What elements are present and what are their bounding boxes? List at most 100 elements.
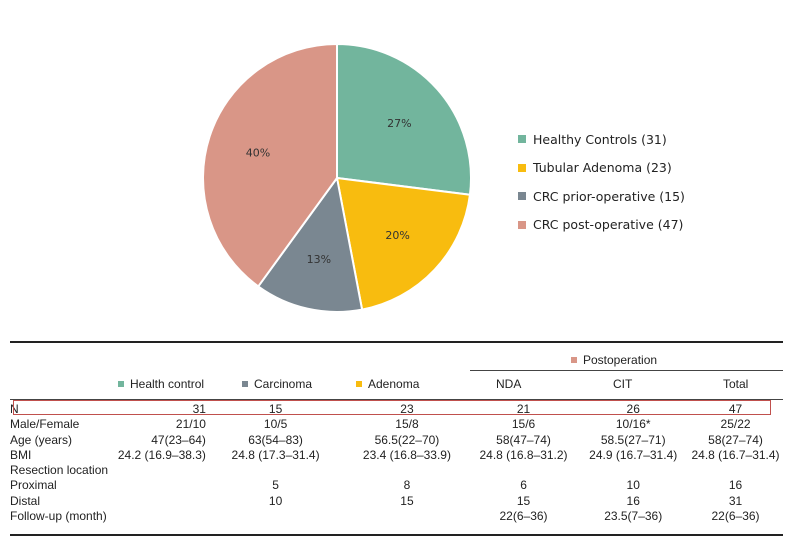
row-label: Follow-up (month) (10, 509, 107, 524)
table-cell: 63(54–83) (248, 432, 303, 447)
table-cell (118, 478, 206, 493)
table-cell: 8 (403, 478, 411, 493)
slice-tubular-adenoma (335, 176, 472, 311)
col-header-carcinoma: Carcinoma (242, 377, 312, 391)
table-cell: 31 (728, 493, 743, 508)
row-label: N (10, 402, 19, 416)
table-cell: 56.5(22–70) (374, 432, 440, 447)
table-cell: 6 (520, 478, 527, 493)
highlight-box-n-row (13, 400, 771, 415)
table-row: Follow-up (month) 22(6–36) 23.5(7–36) 22(6–… (10, 509, 783, 524)
legend-swatch (518, 192, 526, 201)
row-label: Distal (10, 493, 41, 508)
table-cell: 31 (192, 402, 206, 416)
postoperation-header: Postoperation (571, 353, 657, 367)
table-cell (118, 509, 206, 524)
table-cell (469, 463, 579, 478)
header-rule (10, 399, 783, 400)
table-cell: 24.8 (17.3–31.4) (231, 447, 320, 462)
table-cell: 10 (626, 478, 640, 493)
legend-label: CRC post-operative (47) (533, 217, 684, 233)
table-cell: 47 (728, 402, 743, 416)
table-cell: 26 (626, 402, 640, 416)
col-header-label: Adenoma (368, 377, 420, 391)
slice-percent-label: 20% (385, 229, 409, 242)
table-cell: 58(27–74) (708, 432, 763, 447)
table-cell: 15 (400, 493, 414, 508)
legend-item-crc-prior-operative: CRC prior-operative (15) (518, 182, 685, 211)
slice-percent-label: 27% (387, 117, 411, 130)
col-header-label: CIT (613, 377, 633, 391)
slice-crc-prior-operative (256, 175, 364, 313)
table-cell: 24.9 (16.7–31.4) (589, 447, 678, 462)
table-cell: 24.8 (16.7–31.4) (691, 447, 780, 462)
table-cell: 47(23–64) (151, 432, 206, 447)
legend-item-healthy-controls: Healthy Controls (31) (518, 125, 685, 154)
table-row: Male/Female 21/10 10/5 15/8 15/6 10/16* 25/22 (10, 417, 783, 432)
table-cell: 10/5 (263, 417, 288, 432)
table-body: N 31 15 23 21 26 47 Male/Female 21/10 10/5 15/8 15/… (10, 402, 783, 524)
col-header-cit: CIT (613, 377, 632, 391)
row-label: BMI (10, 447, 32, 462)
table-cell: 10 (268, 493, 283, 508)
table-cell: 24.2 (16.9–38.3) (117, 447, 206, 462)
table-cell: 23.4 (16.8–33.9) (362, 447, 451, 462)
table-cell: 16 (728, 478, 743, 493)
slice-crc-post-operative (202, 42, 338, 288)
legend: Healthy Controls (31) Tubular Adenoma (2… (518, 125, 685, 239)
table-cell (345, 463, 468, 478)
legend-item-tubular-adenoma: Tubular Adenoma (23) (518, 154, 685, 183)
postoperation-swatch (571, 357, 577, 363)
data-table: N 31 15 23 21 26 47 Male/Female 21/10 10/5 15/8 15/… (10, 402, 783, 524)
table-cell: 58.5(27–71) (600, 432, 666, 447)
row-label: Resection location (10, 463, 109, 478)
table-row: Age (years) 47(23–64) 63(54–83) 56.5(22–70)… (10, 433, 783, 448)
table-cell (206, 463, 345, 478)
table-cell (688, 463, 783, 478)
table-cell: 15/8 (395, 417, 419, 432)
table-cell (118, 494, 206, 509)
table-row: Resection location (10, 463, 783, 478)
legend-item-crc-post-operative: CRC post-operative (47) (518, 211, 685, 240)
table-cell (345, 509, 468, 524)
row-label: Proximal (10, 478, 57, 493)
table-cell: 22(6–36) (711, 509, 760, 524)
slice-percent-label: 13% (307, 253, 331, 266)
col-swatch (242, 381, 248, 387)
table-cell: 21 (516, 402, 531, 416)
table-cell: 22(6–36) (499, 509, 548, 524)
table-cell: 5 (272, 478, 279, 493)
postoperation-label: Postoperation (583, 353, 658, 367)
col-swatch (356, 381, 362, 387)
col-header-health-control: Health control (118, 377, 204, 391)
table-cell (578, 463, 688, 478)
legend-label: Tubular Adenoma (23) (533, 160, 672, 176)
table-cell: 23.5(7–36) (604, 509, 663, 524)
table-cell: 21/10 (175, 417, 206, 432)
table-row: Proximal 5 8 6 10 16 (10, 478, 783, 493)
pie-chart: 27% 20% 13% 40% (202, 42, 472, 313)
table-cell: 16 (626, 493, 640, 508)
col-header-label: NDA (496, 377, 522, 391)
col-header-label: Health control (130, 377, 205, 391)
table-cell: 24.8 (16.8–31.2) (479, 447, 568, 462)
table-cell (118, 463, 206, 478)
table-cell: 58(47–74) (496, 432, 551, 447)
table-bottom-rule (10, 534, 783, 536)
col-swatch (118, 381, 124, 387)
table-row: BMI 24.2 (16.9–38.3) 24.8 (17.3–31.4) 23.4 … (10, 448, 783, 463)
table-top-rule (10, 341, 783, 343)
table-cell: 25/22 (720, 417, 751, 432)
col-header-label: Carcinoma (254, 377, 313, 391)
slice-percent-label: 40% (246, 146, 270, 159)
col-header-adenoma: Adenoma (356, 377, 419, 391)
row-label: Age (years) (10, 432, 73, 447)
legend-label: Healthy Controls (31) (533, 131, 667, 147)
table-row: N 31 15 23 21 26 47 (10, 402, 783, 417)
row-label: Male/Female (10, 417, 80, 432)
legend-swatch (518, 220, 526, 229)
legend-label: CRC prior-operative (15) (533, 188, 685, 204)
col-header-nda: NDA (496, 377, 521, 391)
table-row: Distal 10 15 15 16 31 (10, 494, 783, 509)
table-cell: 15/6 (511, 417, 536, 432)
